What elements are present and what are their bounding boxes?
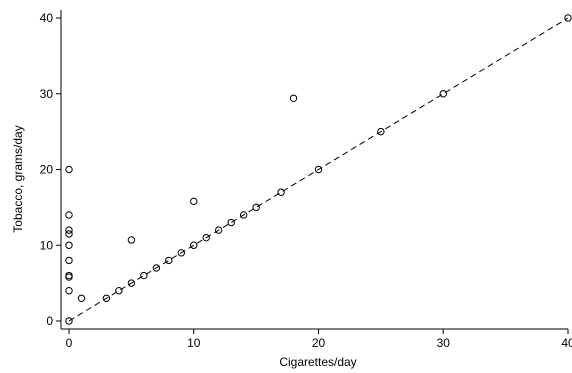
- x-tick-label: 10: [187, 336, 201, 350]
- data-point: [215, 226, 223, 234]
- data-point: [127, 236, 136, 244]
- data-point: [102, 294, 111, 302]
- data-point: [289, 94, 298, 102]
- data-point: [190, 197, 198, 206]
- x-tick-label: 0: [66, 336, 73, 350]
- data-point: [252, 203, 260, 212]
- data-point: [65, 287, 73, 295]
- data-point: [115, 287, 123, 295]
- data-point: [65, 226, 73, 234]
- x-axis-title: Cigarettes/day: [279, 355, 356, 369]
- data-point: [65, 256, 73, 265]
- data-point: [239, 211, 248, 219]
- data-point: [140, 271, 148, 280]
- x-tick-label: 20: [312, 336, 326, 350]
- data-point: [65, 165, 73, 174]
- data-point: [152, 264, 161, 272]
- data-point: [177, 249, 185, 257]
- data-point: [65, 317, 73, 325]
- data-point: [202, 233, 210, 242]
- y-tick-label: 30: [40, 87, 54, 101]
- data-point: [377, 127, 385, 136]
- data-point: [227, 218, 235, 227]
- data-point: [127, 279, 136, 287]
- y-tick-label: 0: [46, 314, 53, 328]
- y-tick-label: 40: [40, 11, 54, 25]
- data-point: [190, 241, 198, 249]
- y-axis-title: Tobacco, grams/day: [11, 125, 25, 232]
- x-tick-label: 40: [561, 336, 572, 350]
- x-tick-label: 30: [437, 336, 451, 350]
- data-point: [277, 188, 285, 196]
- reference-line: [68, 17, 569, 322]
- data-point: [65, 241, 73, 249]
- data-point: [564, 14, 572, 22]
- data-point: [65, 271, 73, 280]
- data-point: [314, 165, 323, 174]
- data-point: [439, 90, 447, 98]
- y-tick-label: 20: [40, 163, 54, 177]
- y-tick-label: 10: [40, 238, 54, 252]
- data-point: [77, 294, 86, 302]
- data-point: [165, 256, 173, 265]
- data-point: [65, 211, 73, 219]
- data-point: [65, 230, 73, 238]
